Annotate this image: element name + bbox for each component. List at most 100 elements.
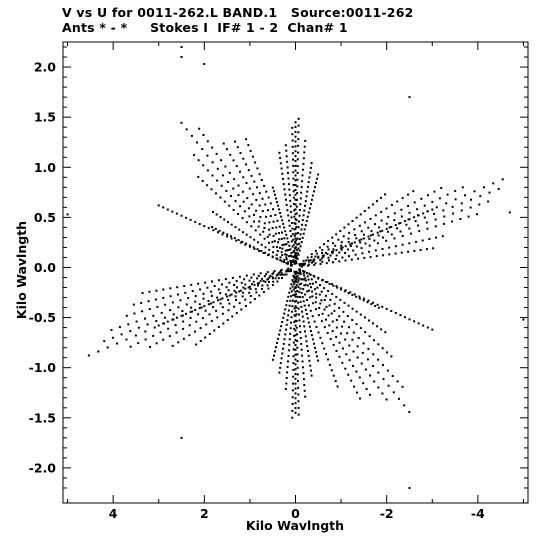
uv-point — [289, 248, 292, 251]
uv-point — [141, 310, 144, 313]
uv-point — [282, 347, 284, 350]
uv-point — [290, 235, 293, 238]
uv-point — [291, 227, 294, 230]
uv-point — [288, 291, 291, 294]
uv-point — [359, 241, 362, 244]
uv-point — [317, 314, 320, 317]
uv-point — [271, 227, 274, 229]
uv-point — [311, 290, 314, 293]
uv-point — [326, 332, 329, 334]
uv-spoke-point — [381, 305, 384, 308]
uv-point — [260, 179, 263, 181]
uv-point — [306, 256, 309, 259]
uv-point — [309, 296, 312, 299]
uv-point — [296, 353, 299, 356]
uv-point — [238, 290, 241, 293]
uv-point — [194, 300, 197, 303]
uv-spoke-point — [317, 256, 320, 259]
uv-point — [254, 288, 257, 291]
uv-point — [352, 350, 355, 353]
uv-spoke-point — [294, 397, 297, 400]
uv-point — [191, 290, 194, 293]
uv-point — [290, 290, 293, 293]
uv-point — [296, 192, 299, 195]
uv-point — [255, 291, 258, 294]
uv-point — [391, 375, 394, 377]
uv-spoke-point — [171, 210, 174, 213]
uv-point — [347, 241, 350, 243]
uv-point — [373, 239, 376, 242]
uv-point — [188, 324, 191, 327]
uv-point — [361, 252, 364, 255]
uv-point — [292, 355, 295, 358]
uv-point — [291, 396, 294, 399]
uv-point — [286, 300, 289, 302]
uv-point — [221, 306, 224, 309]
uv-point — [168, 335, 171, 338]
data-points — [66, 46, 525, 489]
uv-point — [428, 238, 431, 240]
uv-point — [415, 240, 417, 243]
uv-point — [364, 242, 367, 245]
uv-point — [264, 251, 267, 254]
uv-point — [408, 411, 411, 413]
uv-point — [323, 299, 326, 301]
uv-point — [283, 226, 286, 229]
uv-point — [285, 328, 287, 331]
uv-point — [300, 185, 303, 188]
uv-spoke-point — [280, 260, 283, 263]
uv-point — [445, 202, 448, 205]
uv-point — [469, 206, 472, 209]
uv-point — [341, 246, 344, 249]
uv-point — [359, 327, 362, 330]
uv-point — [296, 258, 299, 260]
uv-point — [220, 184, 223, 187]
uv-point — [204, 281, 207, 284]
uv-point — [308, 176, 311, 179]
uv-point — [320, 299, 323, 302]
uv-point — [359, 213, 362, 216]
uv-spoke-point — [294, 314, 297, 317]
uv-point — [296, 165, 299, 168]
uv-spoke-point — [162, 206, 165, 209]
uv-point — [254, 161, 257, 164]
uv-point — [296, 178, 299, 181]
uv-point — [304, 200, 307, 203]
uv-point — [338, 306, 341, 309]
uv-point — [306, 317, 309, 320]
uv-point — [134, 334, 137, 337]
uv-point — [292, 196, 295, 199]
uv-spoke-point — [180, 314, 183, 317]
uv-point — [350, 258, 353, 261]
uv-point — [420, 197, 423, 200]
uv-point — [295, 278, 298, 281]
uv-spoke-point — [344, 289, 347, 292]
uv-point — [313, 342, 315, 345]
uv-point — [255, 198, 258, 201]
uv-point — [372, 322, 374, 325]
uv-point — [323, 326, 326, 329]
uv-point — [425, 221, 428, 224]
uv-point — [313, 263, 316, 266]
uv-point — [333, 309, 336, 312]
uv-spoke-point — [321, 254, 324, 257]
uv-point — [181, 314, 184, 317]
uv-point — [355, 245, 358, 248]
uv-point — [213, 285, 216, 287]
uv-point — [314, 186, 316, 189]
uv-point — [236, 146, 239, 149]
uv-point — [180, 121, 183, 124]
uv-point — [335, 335, 338, 338]
uv-point — [408, 227, 411, 230]
uv-point — [303, 151, 306, 154]
uv-point — [300, 228, 303, 231]
uv-point — [288, 343, 291, 346]
uv-point — [307, 181, 310, 184]
uv-point — [312, 302, 315, 305]
uv-point — [235, 299, 237, 301]
uv-point — [346, 332, 349, 335]
uv-point — [286, 365, 289, 368]
uv-spoke-point — [212, 229, 215, 232]
uv-point — [229, 195, 232, 197]
uv-point — [156, 305, 159, 308]
